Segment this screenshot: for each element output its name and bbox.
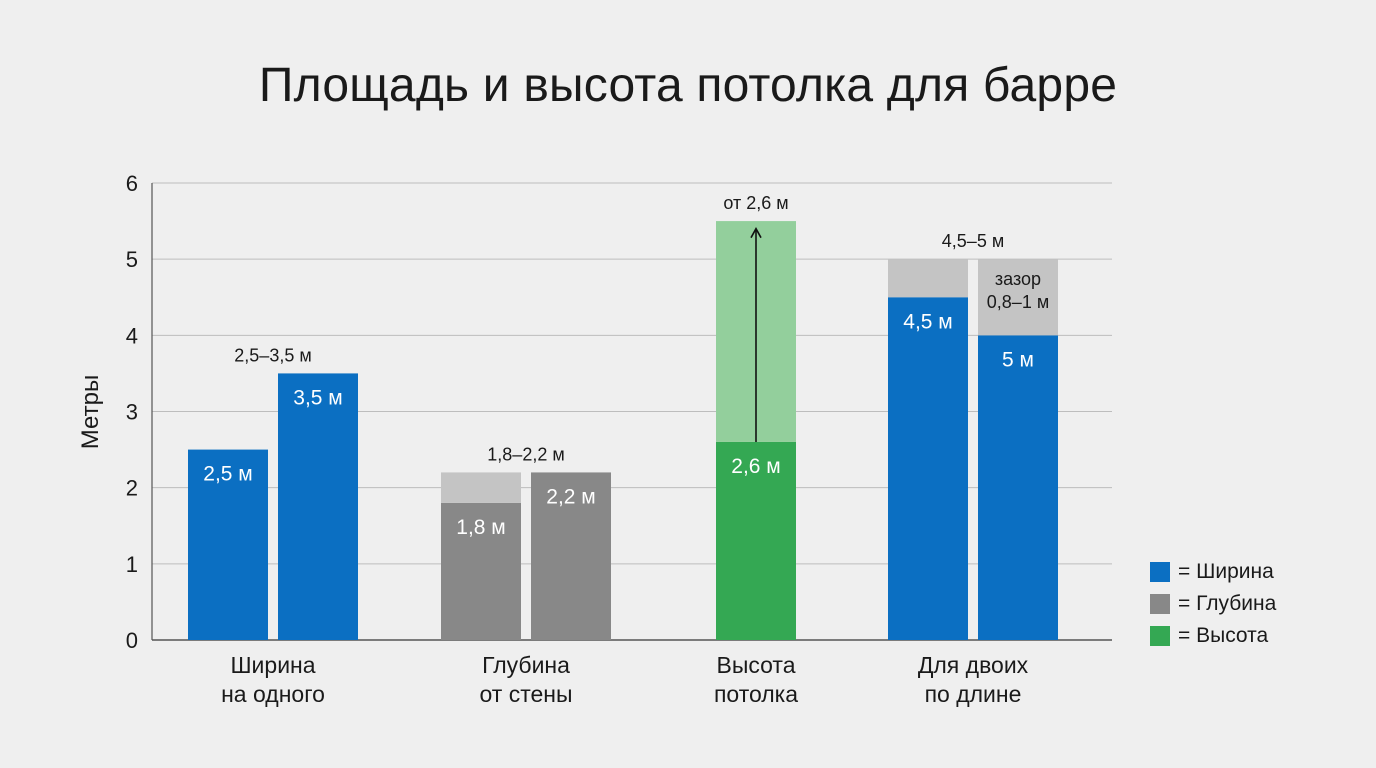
legend-label: = Ширина <box>1178 560 1274 583</box>
y-tick-label: 6 <box>126 171 138 196</box>
bar-segment <box>888 297 968 640</box>
y-tick-label: 3 <box>126 400 138 425</box>
group-top-label: 4,5–5 м <box>942 231 1004 251</box>
category-label: Ширина <box>230 652 315 678</box>
group-top-label: 2,5–3,5 м <box>234 345 311 365</box>
category-label: потолка <box>714 681 798 707</box>
bar-value-label: 2,5 м <box>203 463 252 486</box>
category-label: по длине <box>925 681 1022 707</box>
bar-value-label: 1,8 м <box>456 516 505 539</box>
gap-label: 0,8–1 м <box>987 292 1049 312</box>
legend-swatch <box>1150 562 1170 582</box>
legend-item: = Ширина <box>1150 556 1276 588</box>
bar-segment <box>978 335 1058 640</box>
y-axis-label: Метры <box>77 375 104 449</box>
category-label: от стены <box>479 681 572 707</box>
bar-value-label: 2,2 м <box>546 485 595 508</box>
bar-segment <box>888 259 968 298</box>
bar-value-label: 3,5 м <box>293 386 342 409</box>
bar-value-label: 2,6 м <box>731 455 780 478</box>
category-label: Для двоих <box>918 652 1029 678</box>
arrow-head-icon <box>750 227 762 239</box>
category-label: Высота <box>717 652 796 678</box>
bar-value-label: 5 м <box>1002 348 1034 371</box>
bar-segment <box>278 373 358 640</box>
bar-segment <box>188 449 268 640</box>
bar-value-label: 4,5 м <box>903 310 952 333</box>
y-tick-label: 4 <box>126 323 138 348</box>
y-tick-label: 2 <box>126 476 138 501</box>
bar-segment <box>716 441 796 640</box>
legend-label: = Глубина <box>1178 592 1277 615</box>
legend-label: = Высота <box>1178 624 1269 647</box>
y-tick-label: 0 <box>126 628 138 653</box>
chart-title: Площадь и высота потолка для барре <box>258 59 1118 112</box>
category-label: на одного <box>221 681 325 707</box>
legend-swatch <box>1150 594 1170 614</box>
group-top-label: 1,8–2,2 м <box>487 444 564 464</box>
bar-segment <box>531 472 611 640</box>
category-label: Глубина <box>482 652 570 678</box>
y-tick-label: 5 <box>126 247 138 272</box>
gap-label: зазор <box>995 269 1041 289</box>
y-tick-label: 1 <box>126 552 138 577</box>
group-top-label: от 2,6 м <box>723 193 788 213</box>
legend-swatch <box>1150 626 1170 646</box>
legend-item: = Глубина <box>1150 588 1276 620</box>
legend-item: = Высота <box>1150 620 1276 652</box>
chart-legend: = Ширина = Глубина = Высота <box>1150 556 1276 652</box>
bar-segment <box>441 502 521 640</box>
bar-segment <box>978 259 1058 336</box>
bar-segment <box>441 472 521 503</box>
